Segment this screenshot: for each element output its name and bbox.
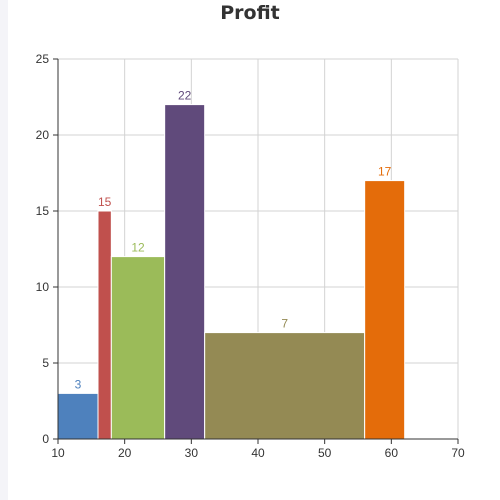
data-label: 15 (98, 195, 112, 209)
x-tick-label: 40 (251, 446, 265, 460)
data-label: 7 (281, 317, 288, 331)
data-label: 12 (131, 241, 145, 255)
x-tick-label: 30 (185, 446, 199, 460)
y-tick-label: 5 (42, 356, 49, 370)
x-tick-label: 10 (51, 446, 65, 460)
y-tick-label: 10 (36, 280, 50, 294)
bars-group (57, 104, 406, 440)
bar (57, 392, 99, 440)
y-tick-label: 20 (36, 128, 50, 142)
chart-title: Profit (220, 2, 280, 24)
bar (164, 104, 206, 440)
data-label: 3 (75, 377, 82, 391)
bar (364, 180, 406, 440)
x-tick-label: 70 (451, 446, 465, 460)
x-tick-label: 60 (385, 446, 399, 460)
bar (204, 332, 366, 440)
y-tick-label: 0 (42, 432, 49, 446)
x-tick-label: 50 (318, 446, 332, 460)
bar (110, 256, 166, 440)
axes-group: 0 5 10 15 20 25 10 20 30 40 50 60 70 (36, 52, 465, 460)
data-label: 17 (378, 165, 392, 179)
bar (97, 210, 112, 440)
data-labels-group: 3 15 12 22 7 17 (75, 89, 392, 392)
data-label: 22 (178, 89, 192, 103)
x-tick-label: 20 (118, 446, 132, 460)
y-tick-label: 25 (36, 52, 50, 66)
y-tick-label: 15 (36, 204, 50, 218)
